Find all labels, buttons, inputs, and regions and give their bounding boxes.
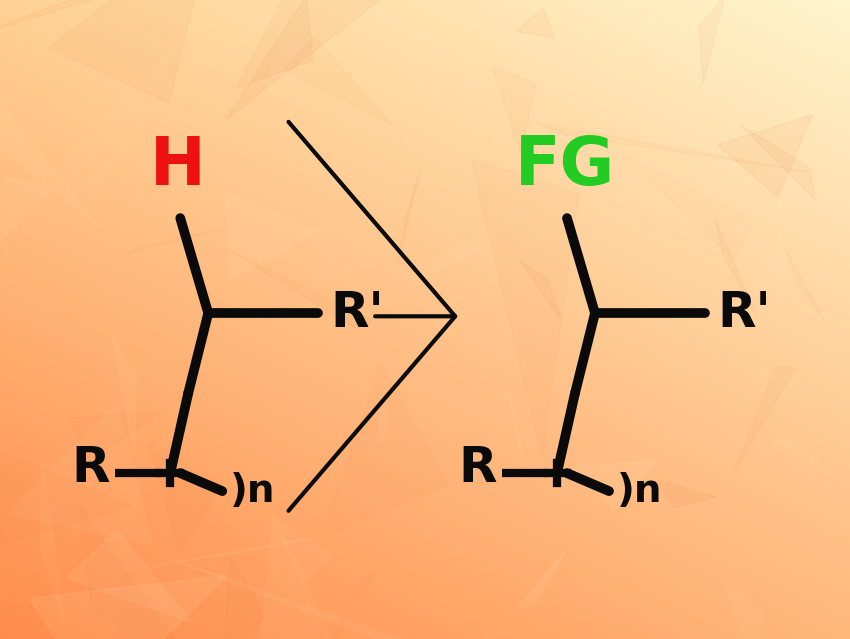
Polygon shape (8, 402, 152, 544)
Polygon shape (774, 438, 850, 488)
Polygon shape (721, 576, 765, 639)
Polygon shape (224, 555, 264, 639)
Polygon shape (226, 0, 397, 119)
Text: R': R' (717, 289, 771, 337)
Polygon shape (67, 530, 191, 622)
Polygon shape (699, 0, 725, 84)
Polygon shape (69, 411, 162, 461)
Polygon shape (0, 0, 94, 40)
Polygon shape (235, 0, 313, 89)
Polygon shape (520, 261, 562, 321)
Polygon shape (734, 366, 796, 472)
Polygon shape (398, 168, 421, 265)
Polygon shape (715, 219, 757, 318)
Polygon shape (380, 397, 389, 446)
Polygon shape (636, 328, 670, 362)
Polygon shape (765, 199, 790, 314)
Polygon shape (225, 192, 319, 279)
Polygon shape (570, 461, 656, 509)
Polygon shape (536, 123, 808, 172)
Text: R: R (458, 444, 497, 492)
Polygon shape (225, 248, 372, 327)
Polygon shape (29, 575, 227, 639)
Polygon shape (111, 332, 137, 456)
Polygon shape (0, 430, 132, 552)
Polygon shape (118, 535, 326, 572)
Polygon shape (0, 177, 56, 263)
Text: FG: FG (515, 133, 615, 199)
Polygon shape (80, 507, 203, 639)
Text: R: R (71, 444, 110, 492)
Polygon shape (165, 557, 421, 639)
Polygon shape (516, 8, 554, 38)
Polygon shape (0, 392, 5, 529)
Polygon shape (471, 158, 579, 458)
Polygon shape (274, 518, 332, 586)
Text: )n: )n (617, 472, 662, 510)
Text: R': R' (331, 289, 384, 337)
Polygon shape (740, 125, 815, 199)
Polygon shape (402, 242, 483, 286)
Polygon shape (657, 479, 716, 508)
Polygon shape (717, 115, 813, 197)
Polygon shape (0, 86, 102, 229)
Polygon shape (492, 66, 536, 151)
Polygon shape (152, 452, 217, 554)
Polygon shape (697, 196, 788, 252)
Polygon shape (48, 0, 212, 103)
Text: )n: )n (230, 472, 275, 510)
Polygon shape (246, 514, 351, 639)
Polygon shape (518, 549, 567, 606)
Text: H: H (150, 133, 206, 199)
Polygon shape (507, 389, 525, 473)
